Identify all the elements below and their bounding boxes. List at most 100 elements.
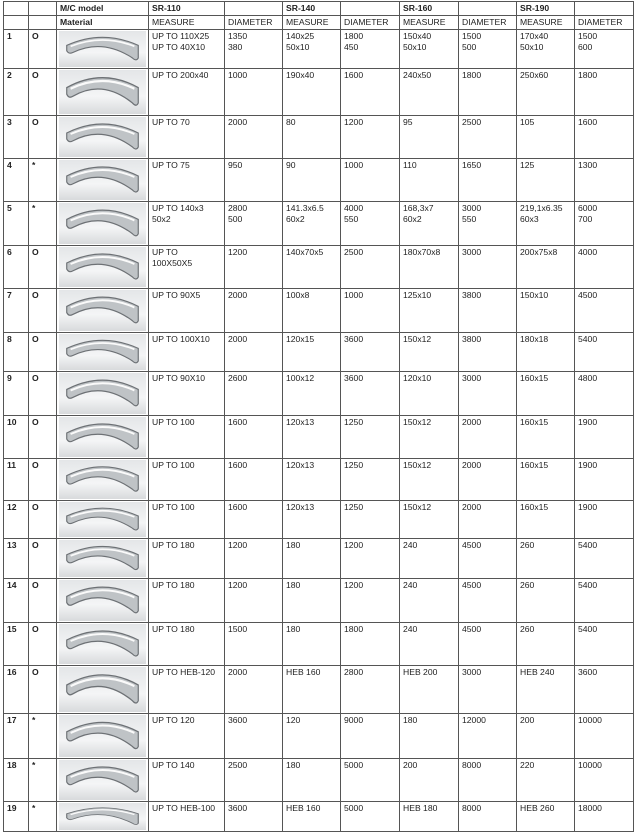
diameter-cell: 2500	[458, 115, 517, 159]
table-row: 13 O UP TO 180 1200 180 1200 240 4500 260 5400	[3, 538, 634, 579]
ipe-ring-icon	[66, 721, 139, 750]
measure-header: MEASURE	[399, 15, 459, 30]
profile-image	[56, 415, 149, 459]
row-mark: O	[28, 29, 57, 69]
diameter-cell: 5000	[340, 758, 400, 802]
diameter-cell: 2600	[224, 371, 283, 416]
measure-cell: 219,1x6.35 60x3	[516, 201, 575, 246]
diameter-cell: 3800	[458, 288, 517, 333]
diameter-cell: 1200	[340, 115, 400, 159]
measure-cell: UP TO 200x40	[148, 68, 225, 116]
table-row: 11 O UP TO 100 1600 120x13 1250 150x12 2000 16…	[3, 458, 634, 501]
measure-cell: UP TO 70	[148, 115, 225, 159]
measure-cell: UP TO 120	[148, 713, 225, 759]
angle-ring-icon	[66, 423, 139, 450]
rect-tube-ring-icon	[66, 253, 139, 280]
measure-header: MEASURE	[148, 15, 225, 30]
measure-cell: UP TO 90X5	[148, 288, 225, 333]
diameter-cell: 4500	[574, 288, 634, 333]
diameter-cell: 6000 700	[574, 201, 634, 246]
measure-cell: 260	[516, 538, 575, 579]
diameter-cell: 1200	[224, 245, 283, 289]
measure-header: MEASURE	[282, 15, 341, 30]
profile-image	[56, 801, 149, 832]
diameter-cell: 2000	[458, 458, 517, 501]
diameter-cell: 2000	[224, 332, 283, 372]
profile-image	[56, 371, 149, 416]
channel-ring-icon	[66, 586, 139, 614]
measure-cell: HEB 160	[282, 665, 341, 714]
header-row-columns: Material MEASURE DIAMETER MEASURE DIAMET…	[3, 15, 634, 30]
row-mark: O	[28, 68, 57, 116]
diameter-cell: 1000	[224, 68, 283, 116]
diameter-cell: 3000 550	[458, 201, 517, 246]
measure-cell: 180	[282, 538, 341, 579]
measure-cell: HEB 180	[399, 801, 459, 832]
table-row: 18 * UP TO 140 2500 180 5000 200 8000 220 10000	[3, 758, 634, 802]
diameter-cell: 2800	[340, 665, 400, 714]
diameter-cell: 1800 450	[340, 29, 400, 69]
heb-ring-icon	[66, 807, 139, 825]
profile-image	[56, 68, 149, 116]
table-row: 15 O UP TO 180 1500 180 1800 240 4500 260 5400	[3, 622, 634, 666]
diameter-cell: 1900	[574, 500, 634, 539]
table-row: 6 O UP TO 100X50X5 1200 140x70x5 2500 180x70x…	[3, 245, 634, 289]
diameter-cell: 1800	[574, 68, 634, 116]
model-sr160: SR-160	[399, 1, 459, 16]
row-number: 13	[3, 538, 29, 579]
profile-image	[56, 332, 149, 372]
model-sr190: SR-190	[516, 1, 575, 16]
measure-cell: 250x60	[516, 68, 575, 116]
diameter-cell: 1600	[224, 500, 283, 539]
ipe-ring-icon	[66, 766, 139, 793]
diameter-header: DIAMETER	[340, 15, 400, 30]
diameter-cell: 2000	[224, 665, 283, 714]
measure-cell: 120x15	[282, 332, 341, 372]
diameter-cell: 3600	[574, 665, 634, 714]
diameter-cell: 4000 550	[340, 201, 400, 246]
row-number: 15	[3, 622, 29, 666]
row-mark: *	[28, 158, 57, 202]
measure-cell: 260	[516, 622, 575, 666]
diameter-cell: 1300	[574, 158, 634, 202]
diameter-cell: 1250	[340, 458, 400, 501]
row-number: 9	[3, 371, 29, 416]
measure-cell: 150x12	[399, 415, 459, 459]
measure-cell: HEB 240	[516, 665, 575, 714]
measure-cell: 120x13	[282, 458, 341, 501]
row-number: 6	[3, 245, 29, 289]
diameter-cell: 5400	[574, 332, 634, 372]
table-row: 1 O UP TO 110X25 UP TO 40X10 1350 380 140x25…	[3, 29, 634, 69]
model-sr110: SR-110	[148, 1, 225, 16]
diameter-cell: 1600	[340, 68, 400, 116]
measure-cell: UP TO 180	[148, 622, 225, 666]
model-label: M/C model	[56, 1, 149, 16]
row-mark: *	[28, 801, 57, 832]
profile-image	[56, 115, 149, 159]
measure-cell: 170x40 50x10	[516, 29, 575, 69]
measure-cell: 100x8	[282, 288, 341, 333]
measure-cell: 150x12	[399, 332, 459, 372]
square-tube-ring-icon	[66, 296, 139, 324]
diameter-cell: 1000	[340, 158, 400, 202]
diameter-cell: 3000	[458, 245, 517, 289]
measure-cell: 200	[399, 758, 459, 802]
diameter-cell: 2500	[224, 758, 283, 802]
row-mark: *	[28, 201, 57, 246]
table-row: 3 O UP TO 70 2000 80 1200 95 2500 105 1600	[3, 115, 634, 159]
table-row: 2 O UP TO 200x40 1000 190x40 1600 240x50 1800…	[3, 68, 634, 116]
measure-cell: UP TO 90X10	[148, 371, 225, 416]
table-row: 8 O UP TO 100X10 2000 120x15 3600 150x12 3800…	[3, 332, 634, 372]
row-number: 5	[3, 201, 29, 246]
model-sr140: SR-140	[282, 1, 341, 16]
row-mark: O	[28, 115, 57, 159]
row-mark: O	[28, 458, 57, 501]
profile-image	[56, 201, 149, 246]
table-row: 10 O UP TO 100 1600 120x13 1250 150x12 2000 16…	[3, 415, 634, 459]
row-mark: *	[28, 713, 57, 759]
diameter-cell: 1600	[574, 115, 634, 159]
measure-cell: 150x40 50x10	[399, 29, 459, 69]
row-mark: O	[28, 371, 57, 416]
profile-image	[56, 578, 149, 623]
measure-cell: UP TO HEB-100	[148, 801, 225, 832]
